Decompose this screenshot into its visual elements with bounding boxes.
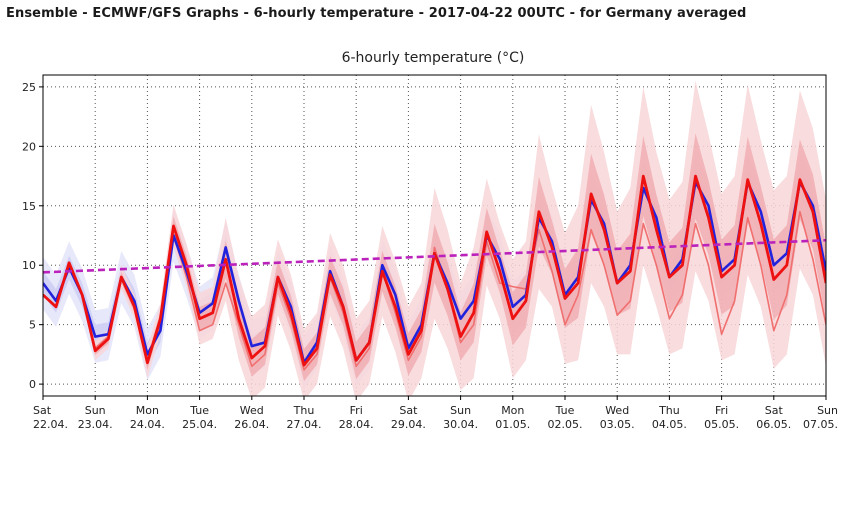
x-tick-date: 27.04. <box>287 418 322 431</box>
y-tick-label: 25 <box>22 81 36 94</box>
chart-title: 6-hourly temperature (°C) <box>342 50 525 66</box>
x-tick-date: 04.05. <box>652 418 687 431</box>
x-tick-day: Thu <box>658 404 680 417</box>
y-tick-label: 0 <box>29 378 36 391</box>
x-tick-day: Fri <box>350 404 363 417</box>
x-tick-day: Sun <box>817 404 838 417</box>
y-tick-label: 15 <box>22 200 36 213</box>
x-tick-day: Sat <box>33 404 52 417</box>
x-tick-date: 23.04. <box>78 418 113 431</box>
plot-frame <box>42 74 827 397</box>
axes: 0510152025Sat22.04.Sun23.04.Mon24.04.Tue… <box>22 81 838 431</box>
x-tick-date: 28.04. <box>339 418 374 431</box>
x-tick-date: 01.05. <box>495 418 530 431</box>
y-tick-label: 5 <box>29 319 36 332</box>
x-tick-day: Sun <box>450 404 471 417</box>
x-tick-day: Wed <box>605 404 629 417</box>
x-tick-day: Sat <box>399 404 418 417</box>
x-tick-day: Tue <box>189 404 209 417</box>
x-tick-date: 02.05. <box>548 418 583 431</box>
series-lines <box>43 174 826 371</box>
x-tick-day: Mon <box>136 404 159 417</box>
x-tick-date: 25.04. <box>182 418 217 431</box>
ensemble-bands <box>43 80 826 396</box>
x-tick-date: 22.04. <box>33 418 68 431</box>
ecmwf-mean-line <box>43 174 826 367</box>
y-tick-label: 10 <box>22 259 36 272</box>
x-tick-day: Thu <box>293 404 315 417</box>
x-tick-date: 30.04. <box>443 418 478 431</box>
x-tick-date: 07.05. <box>803 418 838 431</box>
x-tick-day: Mon <box>501 404 524 417</box>
page-title: Ensemble - ECMWF/GFS Graphs - 6-hourly t… <box>6 6 747 21</box>
x-tick-day: Tue <box>555 404 575 417</box>
x-tick-day: Wed <box>240 404 264 417</box>
y-tick-label: 20 <box>22 140 36 153</box>
x-tick-day: Fri <box>715 404 728 417</box>
x-tick-date: 06.05. <box>756 418 791 431</box>
x-tick-date: 24.04. <box>130 418 165 431</box>
x-tick-date: 26.04. <box>234 418 269 431</box>
x-tick-date: 29.04. <box>391 418 426 431</box>
climate-trend-line <box>43 238 826 274</box>
x-tick-day: Sat <box>765 404 784 417</box>
x-tick-day: Sun <box>85 404 106 417</box>
x-tick-date: 03.05. <box>600 418 635 431</box>
x-tick-date: 05.05. <box>704 418 739 431</box>
